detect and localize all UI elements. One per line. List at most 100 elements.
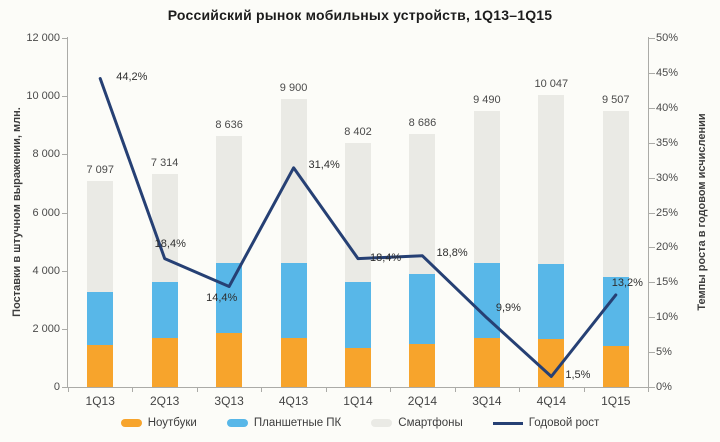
x-axis-tick [519,388,521,392]
bar-segment-tablets [87,291,114,345]
legend-swatch-smartphones [371,419,393,427]
bar-segment-tablets [538,263,565,339]
x-axis-tick [196,388,198,392]
y-axis-tick-right [649,387,655,388]
bar-segment-laptops [602,345,629,387]
x-axis-label: 4Q13 [278,394,309,408]
y-axis-tick-label-right: 50% [656,32,679,44]
growth-point-label: 44,2% [116,71,148,84]
growth-line [98,77,618,378]
bar-segment-smartphones [87,180,114,292]
y-axis-tick-right [649,177,655,179]
y-axis-tick-left [62,328,68,330]
y-axis-tick-label-left: 12 000 [26,32,60,44]
y-axis-tick-label-right: 20% [656,241,679,254]
y-axis-tick-label-left: 8 000 [32,148,60,161]
x-axis-label: 3Q14 [472,394,502,408]
x-axis-label: 4Q14 [536,394,566,408]
y-axis-tick-right [649,212,655,214]
bar-segment-tablets [602,277,629,346]
y-axis-tick-left [62,212,68,214]
bar-segment-tablets [151,282,178,338]
bar-segment-smartphones [216,135,243,264]
y-axis-line-right [648,37,649,388]
x-axis-label: 3Q13 [214,394,244,408]
bar-segment-tablets [409,273,436,344]
y-axis-tick-right [649,352,655,354]
legend-item-tablets: Планшетные ПК [226,417,342,429]
x-axis-tick [132,388,134,392]
bar-total-label: 8 686 [408,117,437,130]
growth-point-label: 18,8% [436,246,468,259]
y-axis-tick-left [62,154,68,156]
y-axis-tick-left [62,270,68,272]
growth-point-label: 31,4% [308,158,340,171]
chart-title: Российский рынок мобильных устройств, 1Q… [167,7,553,23]
bar-segment-tablets [280,263,307,338]
bar-segment-laptops [87,344,114,387]
y-axis-tick-right [649,38,655,39]
y-axis-tick-left [62,387,68,388]
y-axis-tick-right [649,282,655,284]
y-axis-tick-label-right: 40% [656,101,679,114]
x-axis-tick [325,388,327,392]
x-axis-tick [648,388,649,392]
y-axis-tick-right [649,142,655,144]
y-axis-tick-label-right: 15% [656,276,679,289]
x-axis-tick [68,388,69,392]
growth-line-svg [98,77,618,378]
y-axis-tick-right [649,107,655,109]
bar-segment-laptops [409,343,436,387]
bar-total-label: 7 314 [150,157,179,170]
bar-total-label: 7 097 [86,163,114,176]
y-axis-tick-label-right: 30% [656,171,679,184]
y-axis-tick-left [62,38,68,39]
bar-total-label: 9 900 [279,82,308,95]
bar-total-label: 8 636 [215,118,243,131]
legend-label-laptops: Ноутбуки [147,417,197,429]
growth-point-label: 1,5% [565,368,591,381]
bar-total-label: 9 490 [473,93,501,106]
y-axis-tick-label-right: 10% [656,311,679,324]
legend-swatch-laptops [120,419,142,427]
bar-segment-tablets [345,282,371,349]
x-axis-tick [583,388,585,392]
y-axis-tick-label-left: 2 000 [32,322,60,335]
bar-segment-laptops [538,339,565,387]
y-axis-tick-label-right: 25% [656,206,679,219]
legend-item-laptops: Ноутбуки [120,417,197,429]
x-axis-label: 2Q14 [407,394,438,408]
growth-point-label: 18,4% [370,251,402,264]
y-axis-tick-label-left: 6 000 [32,206,60,219]
x-axis-label: 1Q14 [343,394,373,408]
legend-label-tablets: Планшетные ПК [253,417,342,429]
y-axis-tick-label-left: 0 [53,381,60,393]
bar-segment-laptops [280,337,307,387]
y-axis-tick-right [649,317,655,319]
y-axis-tick-right [649,72,655,74]
bar-segment-tablets [216,263,243,333]
bar-segment-laptops [473,337,500,387]
growth-point-label: 9,9% [495,301,521,314]
bar-segment-smartphones [602,110,629,278]
bar-segment-smartphones [538,94,565,264]
legend: Ноутбуки Планшетные ПК Смартфоны Годовой ро… [0,417,720,429]
y-axis-tick-label-left: 10 000 [26,90,60,103]
bar-segment-smartphones [473,110,500,264]
legend-item-smartphones: Смартфоны [371,417,463,429]
bar-segment-smartphones [151,174,178,282]
y-axis-tick-label-right: 5% [656,346,672,359]
bar-segment-laptops [151,337,178,387]
x-axis-tick [261,388,263,392]
bar-segment-laptops [216,332,243,387]
x-axis-label: 1Q15 [601,394,631,408]
y-axis-tick-label-right: 0% [656,381,672,393]
legend-label-growth: Годовой рост [528,417,600,429]
bar-segment-laptops [345,348,371,387]
y-axis-tick-label-left: 4 000 [32,264,60,277]
x-axis-tick [454,388,456,392]
bar-total-label: 10 047 [534,77,569,90]
bar-segment-smartphones [409,134,436,274]
y-axis-tick-label-right: 35% [656,136,679,149]
